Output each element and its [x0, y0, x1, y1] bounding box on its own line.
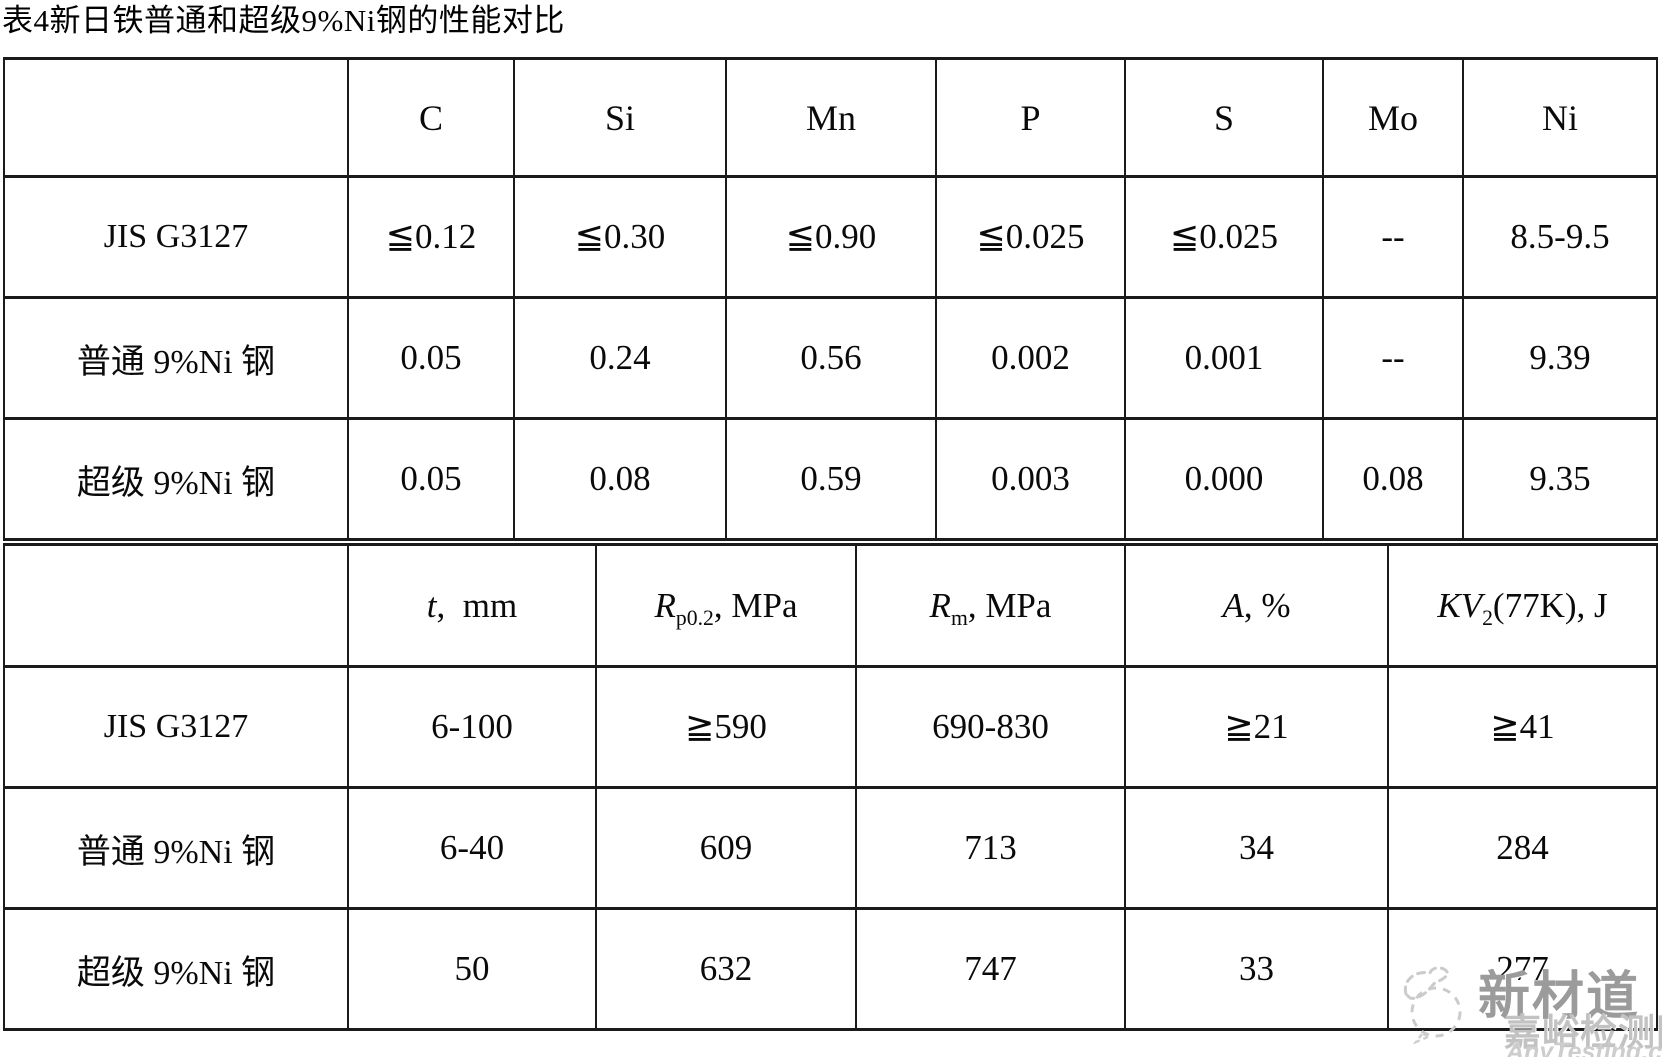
mech-cell: 6-40 [347, 786, 597, 910]
chem-cell: ≦0.90 [725, 175, 937, 299]
chem-header-p: P [935, 57, 1126, 178]
chem-cell: 9.39 [1462, 296, 1658, 420]
chem-header-row: C Si Mn P S Mo Ni [3, 57, 1658, 178]
chem-header-s: S [1124, 57, 1324, 178]
chem-cell: -- [1322, 175, 1464, 299]
chem-cell: 0.001 [1124, 296, 1324, 420]
mech-cell: ≧21 [1124, 665, 1389, 789]
mech-cell: 34 [1124, 786, 1389, 910]
mech-cell: 690-830 [855, 665, 1126, 789]
mech-cell: 33 [1124, 907, 1389, 1031]
chem-cell: 0.08 [513, 417, 727, 541]
chem-cell: ≦0.025 [935, 175, 1126, 299]
chem-header-mn: Mn [725, 57, 937, 178]
chem-cell: 0.002 [935, 296, 1126, 420]
row-label: JIS G3127 [3, 665, 349, 789]
chem-cell: 0.24 [513, 296, 727, 420]
row-label: 普通 9%Ni 钢 [3, 786, 349, 910]
chem-cell: ≦0.12 [347, 175, 515, 299]
mech-cell: ≧41 [1387, 665, 1658, 789]
mech-cell: 6-100 [347, 665, 597, 789]
mech-cell: 50 [347, 907, 597, 1031]
watermark-url-text: AnyTesting.com [1506, 1038, 1662, 1057]
chem-cell: 0.05 [347, 417, 515, 541]
chem-cell: 0.59 [725, 417, 937, 541]
mech-header-kv2: KV2(77K), J [1387, 543, 1658, 668]
chem-header-mo: Mo [1322, 57, 1464, 178]
mech-cell: ≧590 [595, 665, 857, 789]
chem-row-jis: JIS G3127 ≦0.12 ≦0.30 ≦0.90 ≦0.025 ≦0.02… [3, 175, 1658, 299]
chem-corner-cell [3, 57, 349, 178]
chem-row-super: 超级 9%Ni 钢 0.05 0.08 0.59 0.003 0.000 0.0… [3, 417, 1658, 541]
chem-cell: 9.35 [1462, 417, 1658, 541]
chem-cell: -- [1322, 296, 1464, 420]
mech-cell: 713 [855, 786, 1126, 910]
chem-cell: 0.000 [1124, 417, 1324, 541]
chem-header-si: Si [513, 57, 727, 178]
mech-cell: 609 [595, 786, 857, 910]
chem-cell: 0.08 [1322, 417, 1464, 541]
chemical-composition-table: C Si Mn P S Mo Ni JIS G3127 ≦0.12 ≦0.30 … [3, 57, 1658, 541]
chem-row-ordinary: 普通 9%Ni 钢 0.05 0.24 0.56 0.002 0.001 -- … [3, 296, 1658, 420]
mech-cell: 284 [1387, 786, 1658, 910]
chem-cell: 0.05 [347, 296, 515, 420]
mech-cell: 277 [1387, 907, 1658, 1031]
chem-cell: ≦0.025 [1124, 175, 1324, 299]
mech-header-rp02: Rp0.2, MPa [595, 543, 857, 668]
mech-row-ordinary: 普通 9%Ni 钢 6-40 609 713 34 284 [3, 786, 1658, 910]
chem-header-ni: Ni [1462, 57, 1658, 178]
mech-cell: 632 [595, 907, 857, 1031]
mech-row-super: 超级 9%Ni 钢 50 632 747 33 277 [3, 907, 1658, 1031]
chem-cell: 8.5-9.5 [1462, 175, 1658, 299]
chem-header-c: C [347, 57, 515, 178]
chem-cell: 0.56 [725, 296, 937, 420]
row-label: JIS G3127 [3, 175, 349, 299]
chem-cell: ≦0.30 [513, 175, 727, 299]
mech-header-row: t, mm Rp0.2, MPa Rm, MPa A, % KV2(77K), … [3, 543, 1658, 668]
mech-header-rm: Rm, MPa [855, 543, 1126, 668]
row-label: 普通 9%Ni 钢 [3, 296, 349, 420]
row-label: 超级 9%Ni 钢 [3, 417, 349, 541]
chem-cell: 0.003 [935, 417, 1126, 541]
mech-header-thickness: t, mm [347, 543, 597, 668]
mechanical-properties-table: t, mm Rp0.2, MPa Rm, MPa A, % KV2(77K), … [3, 543, 1658, 1031]
mech-row-jis: JIS G3127 6-100 ≧590 690-830 ≧21 ≧41 [3, 665, 1658, 789]
row-label: 超级 9%Ni 钢 [3, 907, 349, 1031]
table-title: 表4新日铁普通和超级9%Ni钢的性能对比 [2, 3, 565, 38]
mech-header-elongation: A, % [1124, 543, 1389, 668]
mech-cell: 747 [855, 907, 1126, 1031]
mech-corner-cell [3, 543, 349, 668]
